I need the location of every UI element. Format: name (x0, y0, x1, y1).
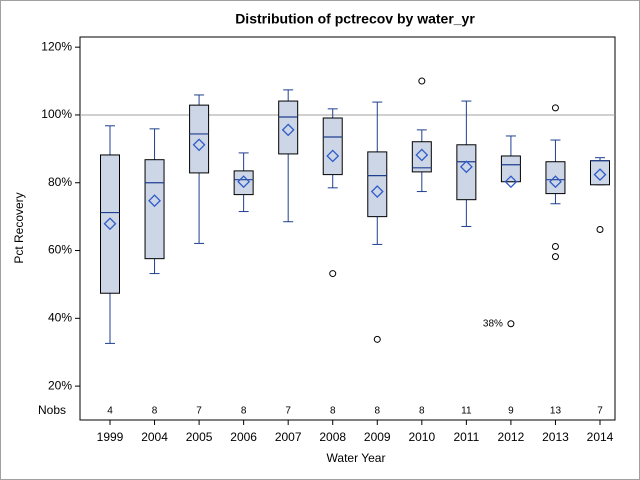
mean-marker (237, 175, 251, 189)
x-tick-label: 2006 (230, 430, 257, 444)
box (590, 160, 610, 186)
x-axis-label: Water Year (327, 451, 386, 465)
mean-marker (370, 185, 384, 198)
nobs-value: 4 (107, 406, 113, 417)
x-tick-label: 2011 (453, 430, 479, 444)
outlier-label: 38% (483, 318, 503, 329)
y-axis-label: Pct Recovery (12, 192, 26, 263)
nobs-value: 8 (152, 406, 158, 417)
nobs-value: 8 (419, 406, 425, 417)
mean-marker (504, 175, 518, 189)
mean-marker (549, 175, 562, 189)
mean-marker (326, 149, 340, 163)
mean-marker (148, 194, 161, 208)
box (278, 100, 299, 155)
outlier (596, 226, 604, 234)
x-tick-label: 2010 (408, 430, 435, 444)
nobs-value: 8 (241, 406, 247, 417)
outlier (551, 242, 559, 250)
box (233, 170, 254, 196)
mean-marker (103, 217, 117, 231)
x-tick-label: 2013 (542, 430, 569, 444)
x-tick-label: 2005 (186, 430, 213, 444)
x-tick-label: 2008 (319, 430, 346, 444)
nobs-value: 7 (285, 406, 291, 417)
outlier (551, 253, 559, 261)
nobs-value: 11 (461, 406, 472, 417)
x-tick-label: 2012 (498, 430, 525, 444)
x-tick-label: 2014 (587, 430, 614, 444)
nobs-value: 9 (508, 406, 514, 417)
nobs-value: 8 (330, 406, 336, 417)
mean-marker (192, 138, 206, 152)
nobs-value: 13 (550, 406, 562, 417)
plot-area (79, 36, 616, 421)
x-tick-label: 2007 (275, 430, 302, 444)
box (500, 155, 521, 183)
nobs-value: 7 (196, 406, 202, 417)
nobs-label: Nobs (38, 403, 66, 417)
outlier (507, 320, 515, 328)
mean-marker (415, 148, 429, 162)
y-tick-label: 20% (48, 378, 72, 392)
mean-marker (281, 123, 295, 137)
chart-title: Distribution of pctrecov by water_yr (235, 11, 475, 27)
y-tick-label: 120% (41, 39, 72, 53)
y-tick-label: 100% (41, 107, 72, 121)
box (322, 117, 343, 176)
mean-marker (459, 160, 473, 174)
outlier (329, 270, 337, 278)
outlier (373, 335, 381, 343)
box (367, 151, 388, 218)
box (411, 141, 432, 173)
nobs-value: 7 (597, 406, 603, 417)
box (100, 154, 120, 294)
y-tick-label: 80% (48, 175, 72, 189)
outlier (551, 104, 559, 112)
box (144, 159, 165, 260)
y-tick-label: 60% (48, 243, 72, 257)
x-tick-label: 1999 (97, 430, 124, 444)
x-tick-label: 2009 (364, 430, 391, 444)
x-tick-label: 2004 (141, 430, 168, 444)
y-tick-label: 40% (48, 310, 72, 324)
outlier (418, 77, 426, 85)
nobs-value: 8 (374, 406, 380, 417)
box (545, 161, 566, 195)
mean-marker (593, 168, 607, 182)
